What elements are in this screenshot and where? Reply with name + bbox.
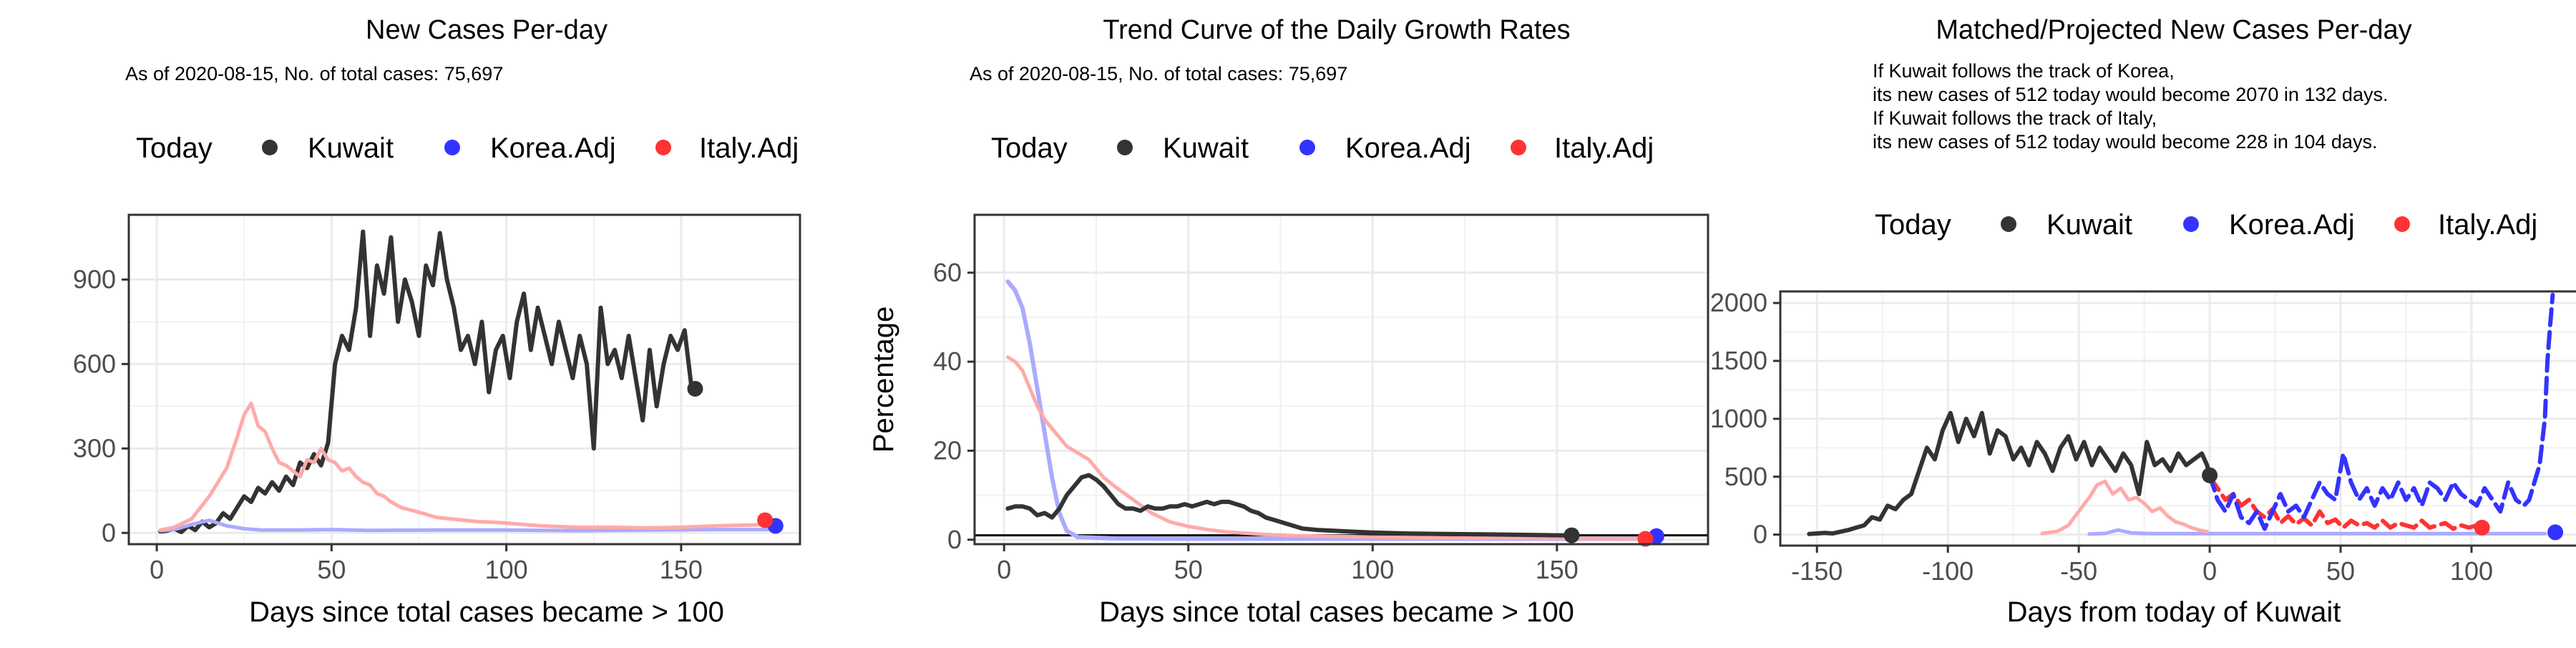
chart-2: Trend Curve of the Daily Growth Rates As … [868, 15, 1709, 628]
x-tick-label: -150 [1791, 556, 1843, 586]
series-line-korea-adj [1005, 279, 1655, 541]
series-line-korea-adj-matched- [2087, 528, 2547, 536]
y-tick-label: 40 [933, 347, 962, 376]
panel-border [973, 213, 1709, 546]
legend-title: Today [136, 132, 213, 164]
legend-title: Today [991, 132, 1068, 164]
y-tick-label: 1500 [1710, 346, 1767, 375]
panel-border [127, 213, 801, 546]
legend-label: Kuwait [308, 132, 394, 164]
legend: Today Kuwait Korea.Adj Italy.Adj [1875, 209, 2537, 241]
y-tick-label: 20 [933, 435, 962, 465]
y-tick-label: 0 [1753, 520, 1767, 549]
legend-key-kuwait [2001, 216, 2016, 232]
y-axis-label: Percentage [868, 306, 899, 453]
y-tick-label: 0 [947, 525, 962, 554]
today-point [2547, 524, 2564, 541]
x-tick-label: 100 [2450, 556, 2493, 586]
x-tick-label: 150 [1536, 555, 1579, 584]
y-tick-label: 1000 [1710, 404, 1767, 433]
chart-title: New Cases Per-day [366, 15, 608, 45]
series-line-italy-adj [158, 401, 767, 532]
legend-label: Kuwait [1163, 132, 1249, 164]
chart-1: New Cases Per-day As of 2020-08-15, No. o… [73, 15, 801, 628]
y-tick-label: 2000 [1710, 288, 1767, 317]
series-group [1807, 292, 2555, 536]
x-tick-label: 50 [317, 555, 346, 584]
series-line-korea-adj [158, 518, 774, 533]
today-point [1563, 527, 1580, 543]
x-tick-label: 0 [997, 555, 1011, 584]
chart-title: Trend Curve of the Daily Growth Rates [1103, 15, 1570, 45]
chart-subtitle: As of 2020-08-15, No. of total cases: 75… [970, 63, 1347, 84]
legend-key-kuwait [1117, 140, 1133, 155]
annotation-line: its new cases of 512 today would become … [1873, 131, 2377, 153]
series-line-italy-adj-projected- [2207, 474, 2484, 531]
chart-3: Matched/Projected New Cases Per-day If Ku… [1710, 15, 2576, 628]
legend-label: Korea.Adj [1345, 132, 1471, 164]
legend-key-italy-adj [2394, 216, 2410, 232]
x-tick-label: -50 [2060, 556, 2097, 586]
series-line-kuwait [1005, 473, 1571, 538]
y-tick-label: 900 [73, 264, 116, 294]
chart-subtitle: As of 2020-08-15, No. of total cases: 75… [125, 63, 503, 84]
x-tick-label: 150 [660, 555, 703, 584]
legend-label: Korea.Adj [490, 132, 616, 164]
series-line-kuwait [158, 229, 694, 535]
x-axis-label: Days since total cases became > 100 [1099, 596, 1574, 628]
today-point [687, 380, 703, 397]
legend-key-korea-adj [2183, 216, 2199, 232]
x-tick-label: -100 [1922, 556, 1974, 586]
annotation-line: its new cases of 512 today would become … [1873, 84, 2388, 105]
x-tick-label: 50 [2326, 556, 2355, 586]
axes: 0 50 100 150 0 20 40 60 [933, 258, 1579, 584]
series-group [158, 229, 774, 535]
series-line-korea-adj-projected- [2207, 292, 2555, 531]
legend-label: Italy.Adj [2438, 209, 2537, 241]
x-tick-label: 0 [150, 555, 164, 584]
legend-label: Korea.Adj [2229, 209, 2355, 241]
today-point [2202, 467, 2218, 483]
y-tick-label: 60 [933, 258, 962, 287]
legend-label: Kuwait [2046, 209, 2132, 241]
annotation-line: If Kuwait follows the track of Italy, [1873, 107, 2157, 129]
series-line-italy-adj [1005, 355, 1647, 541]
y-tick-label: 300 [73, 433, 116, 463]
today-point [2474, 519, 2490, 536]
y-tick-label: 500 [1724, 462, 1767, 491]
chart-title: Matched/Projected New Cases Per-day [1936, 15, 2411, 45]
y-tick-label: 600 [73, 349, 116, 378]
legend: Today Kuwait Korea.Adj Italy.Adj [136, 132, 799, 164]
x-tick-label: 50 [1174, 555, 1203, 584]
legend: Today Kuwait Korea.Adj Italy.Adj [991, 132, 1654, 164]
x-tick-label: 100 [485, 555, 528, 584]
legend-key-kuwait [262, 140, 278, 155]
series-line-italy-adj-matched- [2040, 479, 2209, 536]
legend-label: Italy.Adj [699, 132, 799, 164]
legend-key-italy-adj [1511, 140, 1526, 155]
legend-key-korea-adj [444, 140, 460, 155]
annotation-line: If Kuwait follows the track of Korea, [1873, 60, 2175, 82]
axes: 0 50 100 150 0 300 600 900 [73, 264, 703, 584]
x-tick-label: 0 [2202, 556, 2217, 586]
plot-panel [129, 215, 800, 544]
today-point [1637, 531, 1654, 547]
y-tick-label: 0 [102, 518, 116, 547]
legend-key-italy-adj [655, 140, 671, 155]
legend-label: Italy.Adj [1554, 132, 1654, 164]
series-group [975, 279, 1708, 541]
series-line-kuwait [1807, 410, 2212, 536]
legend-key-korea-adj [1299, 140, 1315, 155]
today-point [757, 512, 774, 528]
x-tick-label: 100 [1351, 555, 1394, 584]
x-axis-label: Days since total cases became > 100 [249, 596, 724, 628]
x-axis-label: Days from today of Kuwait [2007, 596, 2341, 628]
legend-title: Today [1875, 209, 1951, 241]
